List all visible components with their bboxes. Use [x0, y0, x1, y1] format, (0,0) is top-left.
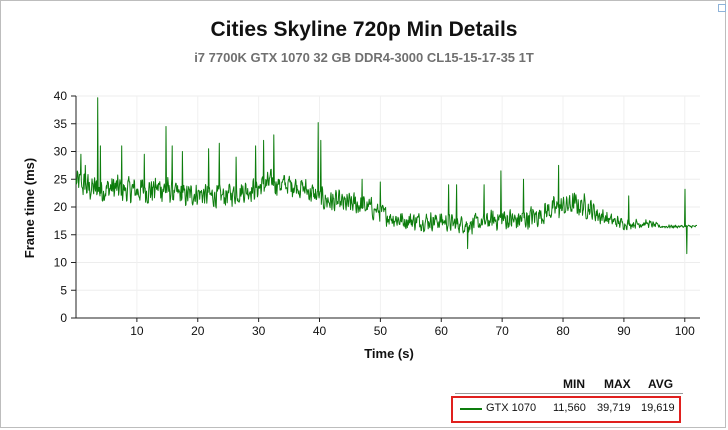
y-tick-label: 10: [54, 256, 68, 270]
y-tick-label: 35: [54, 117, 68, 131]
legend-separator: [455, 393, 683, 394]
y-tick-label: 20: [54, 200, 68, 214]
x-tick-label: 20: [191, 324, 205, 338]
legend-series-name: GTX 1070: [486, 402, 537, 414]
legend-avg-value: 19,619: [641, 402, 675, 414]
chart-title: Cities Skyline 720p Min Details: [210, 18, 518, 41]
y-tick-label: 5: [60, 283, 67, 297]
legend-max-value: 39,719: [597, 402, 631, 414]
window-corner-mark: [718, 4, 726, 12]
series-line-gtx-1070: [75, 97, 697, 255]
y-tick-label: 40: [54, 89, 68, 103]
y-axis-title: Frame time (ms): [22, 158, 37, 258]
grid-lines: [76, 95, 700, 318]
x-tick-label: 10: [130, 324, 144, 338]
x-axis-title: Time (s): [364, 346, 414, 361]
legend-header-max: MAX: [604, 377, 631, 391]
legend-min-value: 11,560: [553, 402, 586, 414]
tick-labels: 0 5 10 15 20 25 30 35 40 10 20 30 40 50 60 70 80 90 100: [54, 89, 695, 338]
x-tick-label: 80: [556, 324, 570, 338]
x-tick-label: 70: [495, 324, 509, 338]
y-tick-label: 30: [54, 145, 68, 159]
legend-swatch-gtx-1070: [460, 408, 482, 410]
axes: [71, 95, 700, 322]
legend-header-min: MIN: [563, 377, 585, 391]
y-tick-label: 15: [54, 228, 68, 242]
x-tick-label: 60: [435, 324, 449, 338]
x-tick-label: 40: [313, 324, 327, 338]
y-tick-label: 0: [60, 311, 67, 325]
x-tick-label: 50: [374, 324, 388, 338]
x-tick-label: 100: [675, 324, 695, 338]
x-tick-label: 90: [617, 324, 631, 338]
y-tick-label: 25: [54, 172, 68, 186]
legend-header-avg: AVG: [648, 377, 674, 391]
legend-row-highlight: [451, 396, 681, 423]
chart-subtitle: i7 7700K GTX 1070 32 GB DDR4-3000 CL15-1…: [194, 50, 534, 65]
x-tick-label: 30: [252, 324, 266, 338]
